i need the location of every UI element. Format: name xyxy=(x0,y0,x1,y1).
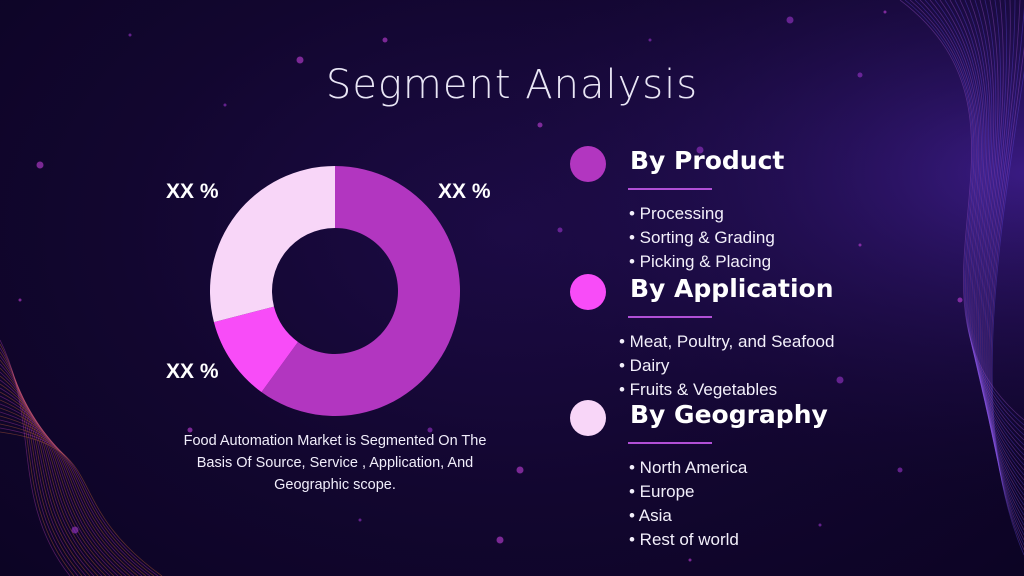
segment-title-product: By Product xyxy=(630,146,785,175)
list-item: • Meat, Poultry, and Seafood xyxy=(619,332,835,351)
list-item: • North America xyxy=(629,458,748,477)
data-label-segment-3: XX % xyxy=(166,180,219,203)
donut-slice-3 xyxy=(210,166,335,323)
segment-underline xyxy=(628,442,712,444)
chart-caption: Food Automation Market is Segmented On T… xyxy=(183,433,487,493)
data-label-segment-1: XX % xyxy=(438,180,491,203)
list-item: • Asia xyxy=(629,506,672,525)
segment-underline xyxy=(628,188,712,190)
segment-underline xyxy=(628,316,712,318)
page-title: Segment Analysis xyxy=(325,62,699,108)
segment-title-geography: By Geography xyxy=(630,400,828,429)
list-item: • Dairy xyxy=(619,356,670,375)
list-item: • Picking & Placing xyxy=(629,252,772,271)
donut-slice-2 xyxy=(213,306,298,393)
list-item: • Rest of world xyxy=(629,530,739,549)
list-item: • Fruits & Vegetables xyxy=(619,380,778,399)
list-item: • Processing xyxy=(629,204,724,223)
donut-chart-svg xyxy=(210,166,460,416)
list-item: • Europe xyxy=(629,482,695,501)
product-item-list: • Processing • Sorting & Grading • Picki… xyxy=(629,202,775,274)
application-item-list: • Meat, Poultry, and Seafood • Dairy • F… xyxy=(619,330,834,402)
donut-slice-1 xyxy=(261,166,460,416)
product-bullet-circle xyxy=(570,146,606,182)
data-label-segment-2: XX % xyxy=(166,360,219,383)
segment-title-application: By Application xyxy=(630,274,834,303)
geography-bullet-circle xyxy=(570,400,606,436)
donut-chart xyxy=(210,166,460,416)
list-item: • Sorting & Grading xyxy=(629,228,775,247)
geography-item-list: • North America • Europe • Asia • Rest o… xyxy=(629,456,747,552)
application-bullet-circle xyxy=(570,274,606,310)
